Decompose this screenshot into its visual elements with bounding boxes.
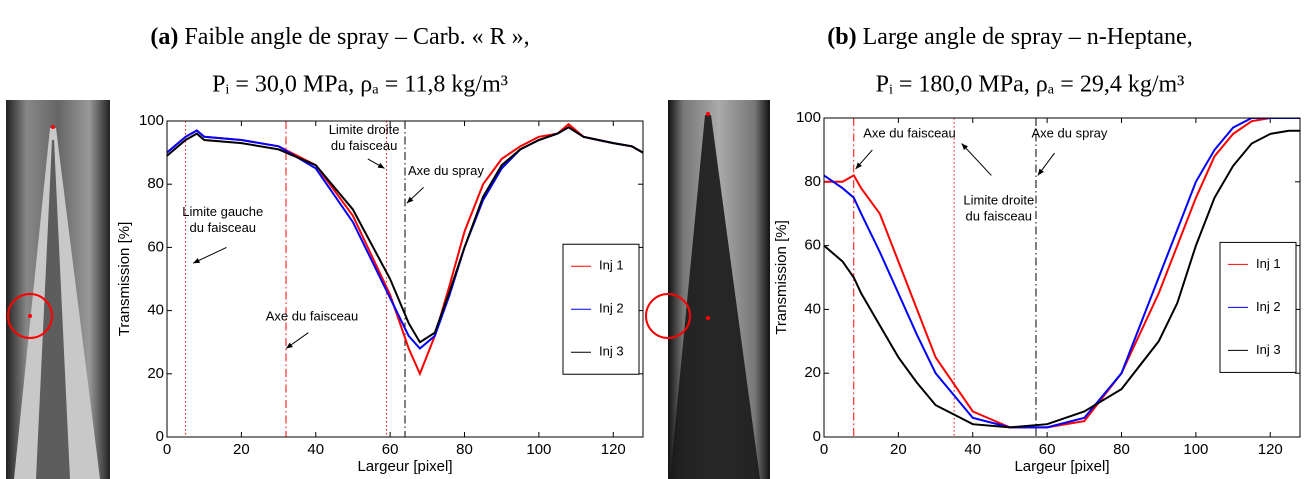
- x-tick-label: 100: [526, 441, 551, 458]
- annotation: Limite droite: [963, 192, 1034, 207]
- annotation: du faisceau: [190, 220, 257, 235]
- spray-image-a: [6, 100, 110, 479]
- panel-label: (b): [827, 24, 856, 50]
- y-tick-label: 60: [804, 237, 821, 254]
- y-axis-label: Transmission [%]: [116, 222, 133, 336]
- plot-frame: [166, 120, 644, 438]
- chart-title: Large angle de spray – n-Heptane,: [863, 24, 1193, 50]
- annotation: Axe du spray: [1032, 125, 1108, 140]
- series-line: [167, 126, 643, 344]
- series-line: [824, 118, 1300, 429]
- annotation: Axe du faisceau: [266, 308, 359, 323]
- x-axis-label: Largeur [pixel]: [357, 458, 452, 475]
- annotation: Limite droite: [329, 122, 400, 137]
- x-tick-label: 0: [820, 441, 828, 458]
- y-tick-label: 40: [804, 300, 821, 317]
- series-line: [824, 129, 1300, 429]
- x-tick-label: 20: [233, 441, 250, 458]
- x-tick-label: 60: [382, 441, 399, 458]
- arrow-head: [286, 342, 293, 349]
- x-tick-label: 120: [1258, 441, 1283, 458]
- x-tick-label: 60: [1039, 441, 1056, 458]
- y-tick-label: 80: [804, 173, 821, 190]
- legend-label: Inj 2: [599, 301, 624, 316]
- legend-label: Inj 2: [1256, 299, 1281, 314]
- plot-frame: [823, 117, 1301, 438]
- x-tick-label: 80: [456, 441, 473, 458]
- y-tick-label: 0: [156, 428, 164, 445]
- x-axis-label: Largeur [pixel]: [1014, 458, 1109, 475]
- plot-area: [167, 122, 643, 377]
- y-tick-label: 60: [147, 238, 164, 255]
- legend-label: Inj 3: [599, 344, 624, 359]
- legend-label: Inj 1: [1256, 256, 1281, 271]
- arrow-head: [855, 162, 862, 170]
- line-chart: (a) Faible angle de spray – Carb. « R », P…: [116, 24, 644, 475]
- arrow-head: [1037, 168, 1044, 176]
- x-tick-label: 100: [1183, 441, 1208, 458]
- x-tick-label: 0: [163, 441, 171, 458]
- series-line: [824, 118, 1300, 429]
- y-axis-label: Transmission [%]: [773, 220, 790, 334]
- x-tick-label: 20: [890, 441, 907, 458]
- x-tick-label: 120: [601, 441, 626, 458]
- annotation: du faisceau: [966, 208, 1033, 223]
- title-line: (a) Faible angle de spray – Carb. « R »,: [150, 24, 529, 50]
- spray-image-b: [645, 100, 770, 479]
- chart-title: Faible angle de spray – Carb. « R »,: [184, 24, 529, 50]
- x-tick-label: 40: [307, 441, 324, 458]
- annotation: Limite gauche: [182, 204, 263, 219]
- y-tick-label: 100: [796, 109, 821, 126]
- y-tick-label: 20: [147, 365, 164, 382]
- arrow-head: [961, 143, 968, 151]
- plot-area: [824, 118, 1300, 429]
- y-tick-label: 40: [147, 302, 164, 319]
- annotation-arrow: [961, 143, 992, 176]
- y-tick-label: 0: [813, 428, 821, 445]
- title-line: (b) Large angle de spray – n-Heptane,: [827, 24, 1192, 50]
- y-tick-label: 80: [147, 175, 164, 192]
- y-tick-label: 100: [139, 112, 164, 129]
- x-tick-label: 40: [964, 441, 981, 458]
- chart-subtitle: Pᵢ = 180,0 MPa, ρₐ = 29,4 kg/m³: [876, 72, 1185, 98]
- chart-subtitle: Pᵢ = 30,0 MPa, ρₐ = 11,8 kg/m³: [212, 72, 508, 98]
- x-tick-label: 80: [1113, 441, 1130, 458]
- y-tick-label: 20: [804, 364, 821, 381]
- annotation: Axe du faisceau: [863, 125, 956, 140]
- legend-label: Inj 3: [1256, 342, 1281, 357]
- arrow-head: [406, 196, 414, 204]
- annotation: du faisceau: [331, 138, 398, 153]
- arrow-head: [377, 162, 385, 169]
- line-chart: (b) Large angle de spray – n-Heptane, Pᵢ =…: [773, 24, 1301, 475]
- annotation: Axe du spray: [408, 163, 484, 178]
- arrow-head: [193, 257, 201, 264]
- panel-label: (a): [150, 24, 178, 50]
- legend-label: Inj 1: [599, 258, 624, 273]
